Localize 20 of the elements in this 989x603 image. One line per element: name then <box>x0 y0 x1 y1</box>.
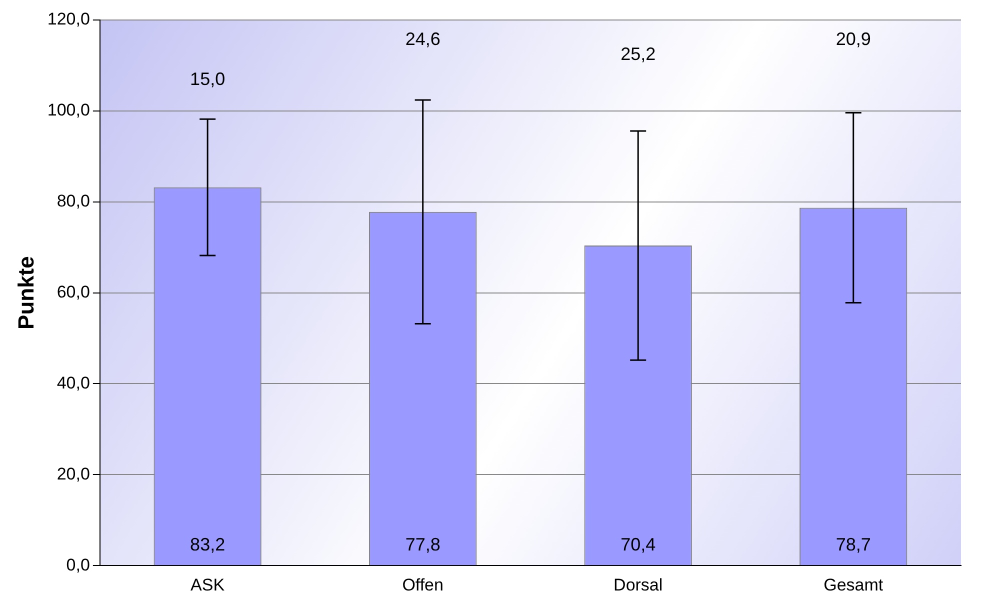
data-label: 78,7 <box>836 534 871 555</box>
x-tick-label: Dorsal <box>614 575 663 594</box>
y-tick-label: 60,0 <box>56 282 90 302</box>
y-tick-label: 100,0 <box>47 100 90 120</box>
annotation: 25,2 <box>620 44 656 64</box>
y-tick-label: 80,0 <box>56 192 90 211</box>
y-tick-label: 20,0 <box>56 464 90 484</box>
annotation: 15,0 <box>190 68 226 89</box>
x-tick-label: Gesamt <box>824 575 884 594</box>
x-tick-label: ASK <box>190 575 226 594</box>
data-label: 83,2 <box>190 534 226 555</box>
y-tick-label: 120,0 <box>47 10 90 29</box>
annotation: 24,6 <box>405 28 440 49</box>
annotation: 20,9 <box>836 28 871 49</box>
y-tick-label: 0,0 <box>66 555 90 574</box>
y-axis-title: Punkte <box>13 256 38 330</box>
data-label: 70,4 <box>620 534 656 555</box>
data-label: 77,8 <box>405 534 440 555</box>
x-tick-label: Offen <box>402 575 444 594</box>
y-tick-label: 40,0 <box>56 373 90 392</box>
